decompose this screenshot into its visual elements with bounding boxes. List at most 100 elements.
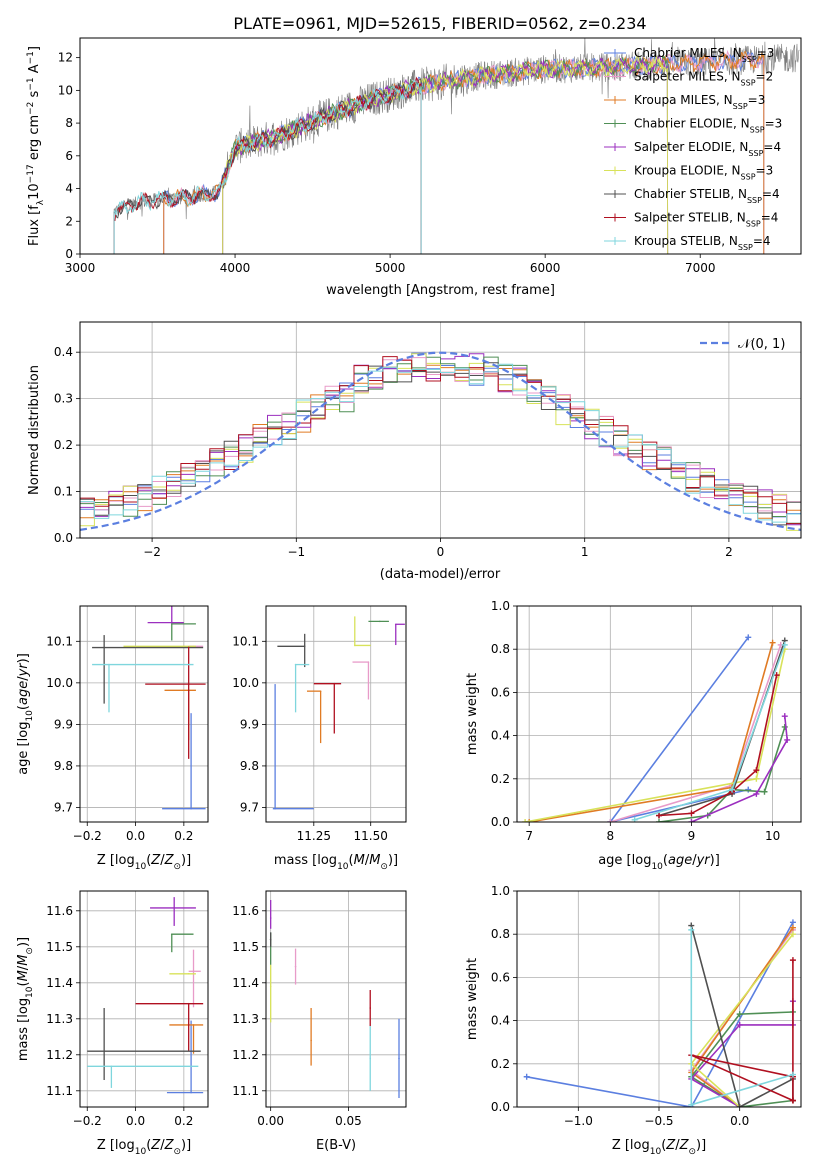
x-tick-label: 4000 xyxy=(220,261,251,275)
x-axis-label: Z [log10(Z/Z⊙)] xyxy=(97,853,191,872)
errorbar-kroupa-miles xyxy=(306,690,322,744)
model-spectrum-kroupa-elodie xyxy=(222,55,669,254)
weight-marker xyxy=(789,1097,796,1104)
y-axis-label: Flux [fλ10−17 erg cm−2 s−1 A−1] xyxy=(26,46,46,246)
data-point xyxy=(353,644,356,647)
data-point xyxy=(190,1091,192,1094)
weight-marker xyxy=(753,775,760,782)
weight_vs_age-plot-area xyxy=(522,634,791,822)
y-tick-label: 11.6 xyxy=(232,904,259,918)
data-point xyxy=(274,807,276,810)
x-tick-label: 11.25 xyxy=(297,829,331,843)
weight-marker xyxy=(736,1021,743,1028)
weight-marker xyxy=(781,723,788,730)
weight-marker xyxy=(761,788,768,795)
y-tick-label: 9.7 xyxy=(240,800,259,814)
weight-marker xyxy=(789,924,796,931)
data-point xyxy=(294,965,297,968)
data-point xyxy=(187,973,190,975)
axes-frame xyxy=(79,890,209,1108)
x-tick-label: 0.0 xyxy=(730,1114,749,1128)
data-point xyxy=(108,663,110,666)
weight-marker xyxy=(753,790,760,797)
data-point xyxy=(379,620,381,623)
weight-marker xyxy=(789,919,796,926)
model-spectrum-salpeter-stelib xyxy=(113,76,422,254)
weight-line xyxy=(634,644,786,821)
residuals-panel: −2 −1 0 1 2 0.0 0.1 0.2 0.3 0.4 𝒩(0, 1) (data-model… xyxy=(27,321,802,582)
data-point xyxy=(187,1002,190,1005)
errorbar-salpeter-stelib xyxy=(135,1002,204,1051)
y-tick-label: 0.8 xyxy=(491,927,510,941)
errorbar-kroupa-elodie xyxy=(169,973,196,975)
errorbar-salpeter-miles xyxy=(188,949,201,1008)
x-tick-label: 8 xyxy=(606,829,614,843)
x-axis-label: E(B-V) xyxy=(316,1138,356,1153)
weight-line xyxy=(691,716,789,822)
x-tick-label: 9 xyxy=(688,829,696,843)
legend-entry: Kroupa ELODIE, NSSP=3 xyxy=(634,164,773,182)
weight-marker xyxy=(781,641,788,648)
errorbar-kroupa-miles xyxy=(169,1024,204,1054)
weight-line xyxy=(690,1001,794,1107)
errorbar-chabrier-elodie xyxy=(368,620,389,623)
x-axis-label: age [log10(age/yr)] xyxy=(598,853,720,872)
residuals-grid xyxy=(80,322,801,539)
y-tick-label: 9.9 xyxy=(240,717,259,731)
errorbar-kroupa-miles xyxy=(310,1008,312,1066)
y-tick-label: 10.0 xyxy=(232,676,259,690)
x-axis-label: Z [log10(Z/Z⊙)] xyxy=(97,1138,191,1157)
histogram-kroupa-stelib xyxy=(80,363,801,523)
weight-marker xyxy=(789,957,796,964)
errorbar-chabrier-miles xyxy=(398,1018,400,1098)
x-axis-label: (data-model)/error xyxy=(380,567,501,582)
x-tick-label: 5000 xyxy=(375,261,406,275)
weight-marker xyxy=(745,634,752,641)
y-tick-label: 9.7 xyxy=(54,800,73,814)
data-point xyxy=(398,1057,400,1060)
y-tick-label: 6 xyxy=(65,149,73,163)
y-tick-label: 1.0 xyxy=(491,599,510,613)
mass_vs_EBV-panel: 0.00 0.05 11.1 11.2 11.3 11.4 11.5 11.6 xyxy=(232,890,407,1128)
y-tick-label: 11.2 xyxy=(232,1048,259,1062)
errorbar-chabrier-stelib xyxy=(92,635,204,704)
mass_vs_EBV-grid xyxy=(266,891,406,1107)
legend-entry: Salpeter ELODIE, NSSP=4 xyxy=(634,140,781,158)
y-tick-label: 0.2 xyxy=(491,1057,510,1071)
y-tick-label: 0.0 xyxy=(491,815,510,829)
errorbar-kroupa-stelib xyxy=(294,663,310,713)
data-point xyxy=(110,1065,113,1068)
data-point xyxy=(333,682,336,685)
y-tick-label: 0.8 xyxy=(491,642,510,656)
errorbar-salpeter-stelib xyxy=(369,990,372,1026)
residuals-legend: 𝒩(0, 1) xyxy=(700,337,785,352)
normal-curve xyxy=(80,351,801,531)
y-tick-label: 11.3 xyxy=(232,1012,259,1026)
weight_vs_Z-panel: −1.0 −0.5 0.0 0.0 0.2 0.4 0.6 0.8 1.0 Z [log10(Z/… xyxy=(465,884,802,1157)
y-axis-label: mass weight xyxy=(465,673,480,755)
y-tick-label: 11.4 xyxy=(46,976,73,990)
data-point xyxy=(187,683,190,685)
data-point xyxy=(192,1024,195,1026)
spectrum-panel: 3000 4000 5000 6000 7000 0 2 4 6 8 10 12 Chabrier MI… xyxy=(26,37,802,298)
data-point xyxy=(394,623,397,626)
legend-entry: Chabrier MILES, NSSP=3 xyxy=(634,46,774,64)
errorbar-salpeter-elodie xyxy=(150,897,196,926)
y-tick-label: 9.8 xyxy=(240,759,259,773)
data-point xyxy=(269,985,272,988)
y-tick-label: 10.1 xyxy=(232,634,259,648)
weight_vs_Z-grid xyxy=(517,890,801,1108)
weight-line xyxy=(690,1011,793,1107)
y-tick-label: 11.1 xyxy=(46,1084,73,1098)
age_vs_mass-plot-area xyxy=(272,616,405,810)
y-tick-label: 11.6 xyxy=(46,904,73,918)
age_vs_mass-panel: 11.25 11.50 9.7 9.8 9.9 10.0 10.1 mass [log10(M… xyxy=(232,605,407,872)
weight-marker xyxy=(656,819,662,822)
model-spectrum-kroupa-stelib xyxy=(113,80,422,254)
age_vs_Z-grid xyxy=(80,606,208,822)
y-tick-label: 0.6 xyxy=(491,970,510,984)
errorbar-kroupa-stelib xyxy=(369,1026,372,1091)
errorbar-kroupa-elodie xyxy=(123,645,196,648)
errorbar-salpeter-stelib xyxy=(145,646,206,759)
weight-marker xyxy=(526,819,533,822)
